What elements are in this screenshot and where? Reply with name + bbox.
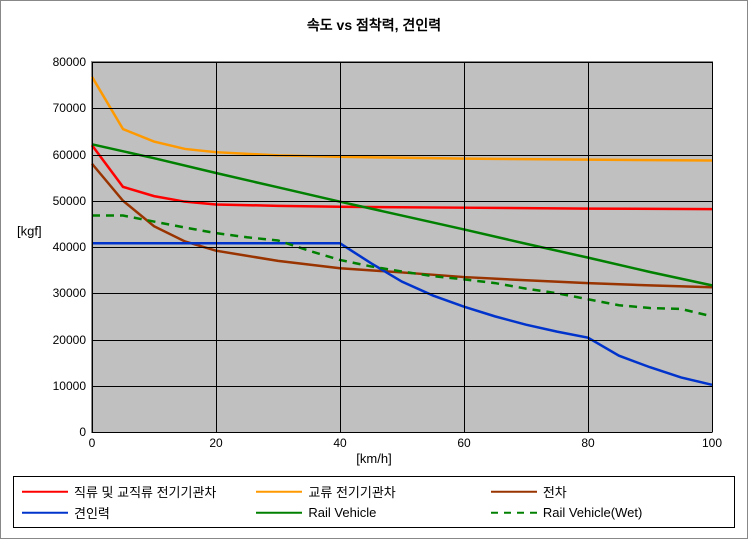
gridline-h: [92, 432, 712, 433]
x-tick-label: 80: [581, 436, 594, 450]
legend-item: 교류 전기기관차: [256, 481, 490, 502]
legend-swatch: [491, 485, 537, 499]
legend-swatch: [256, 506, 302, 520]
y-tick-label: 10000: [53, 379, 86, 393]
gridline-h: [92, 201, 712, 202]
gridline-h: [92, 108, 712, 109]
series-line: [92, 77, 712, 161]
legend-label: Rail Vehicle: [308, 505, 376, 520]
y-tick-label: 0: [79, 425, 86, 439]
x-tick-label: 20: [209, 436, 222, 450]
legend-item: 전차: [491, 481, 725, 502]
y-tick-label: 50000: [53, 194, 86, 208]
gridline-h: [92, 155, 712, 156]
y-tick-label: 20000: [53, 333, 86, 347]
y-tick-label: 70000: [53, 101, 86, 115]
legend-swatch: [491, 506, 537, 520]
gridline-h: [92, 386, 712, 387]
gridline-v: [340, 62, 341, 432]
gridline-h: [92, 62, 712, 63]
legend-line: [491, 490, 537, 493]
y-axis-label: [kgf]: [17, 224, 42, 239]
legend-line: [491, 511, 537, 514]
legend-line: [256, 490, 302, 493]
legend-item: Rail Vehicle: [256, 502, 490, 523]
chart-title: 속도 vs 점착력, 견인력: [1, 1, 747, 35]
y-tick-label: 30000: [53, 286, 86, 300]
x-axis-label: [km/h]: [356, 451, 391, 466]
x-tick-label: 0: [89, 436, 96, 450]
chart-container: 속도 vs 점착력, 견인력 [kgf] 0100002000030000400…: [0, 0, 748, 539]
legend-item: Rail Vehicle(Wet): [491, 502, 725, 523]
legend-swatch: [22, 506, 68, 520]
legend: 직류 및 교직류 전기기관차 교류 전기기관차 전차견인력 Rail Vehicle R…: [13, 476, 735, 528]
gridline-v: [216, 62, 217, 432]
gridline-v: [588, 62, 589, 432]
legend-swatch: [256, 485, 302, 499]
legend-label: Rail Vehicle(Wet): [543, 505, 642, 520]
plot-area: 0100002000030000400005000060000700008000…: [91, 61, 713, 433]
series-line: [92, 144, 712, 285]
legend-label: 전차: [543, 482, 567, 501]
legend-label: 직류 및 교직류 전기기관차: [74, 482, 216, 501]
legend-item: 견인력: [22, 502, 256, 523]
legend-line: [256, 511, 302, 514]
legend-item: 직류 및 교직류 전기기관차: [22, 481, 256, 502]
x-tick-label: 60: [457, 436, 470, 450]
legend-line: [22, 511, 68, 514]
y-tick-label: 40000: [53, 240, 86, 254]
gridline-v: [92, 62, 93, 432]
x-tick-label: 40: [333, 436, 346, 450]
gridline-h: [92, 293, 712, 294]
legend-label: 견인력: [74, 503, 110, 522]
legend-swatch: [22, 485, 68, 499]
gridline-v: [464, 62, 465, 432]
y-tick-label: 80000: [53, 55, 86, 69]
gridline-h: [92, 247, 712, 248]
gridline-v: [712, 62, 713, 432]
legend-line: [22, 490, 68, 493]
series-line: [92, 164, 712, 287]
y-tick-label: 60000: [53, 148, 86, 162]
x-tick-label: 100: [702, 436, 722, 450]
legend-label: 교류 전기기관차: [308, 482, 395, 501]
gridline-h: [92, 340, 712, 341]
